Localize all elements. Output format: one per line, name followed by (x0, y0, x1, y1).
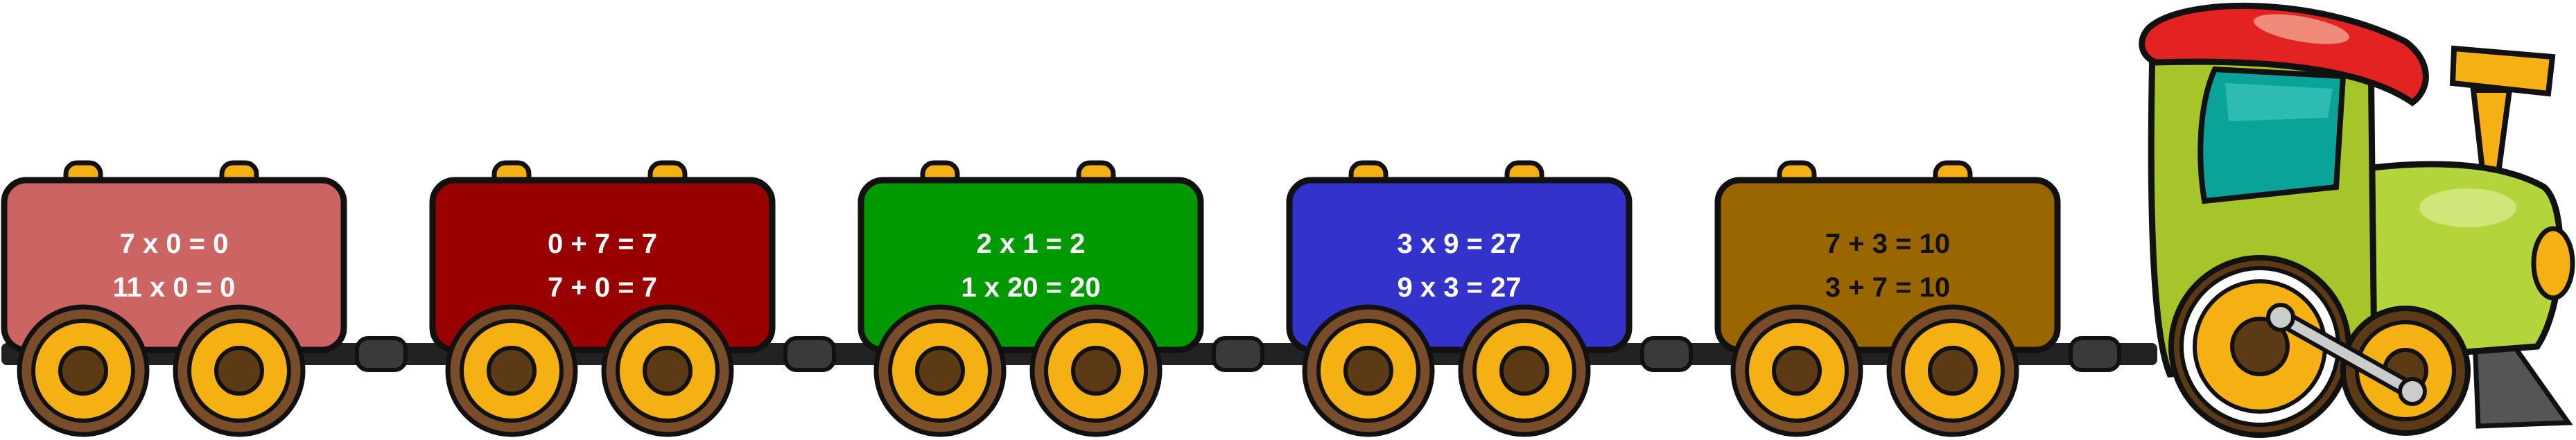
coupler (2069, 336, 2121, 372)
wheel-icon (601, 304, 734, 437)
wheel-icon (1458, 304, 1591, 437)
wheel-icon (1029, 304, 1163, 437)
wheel-icon (445, 304, 578, 437)
locomotive (2139, 2, 2575, 438)
coupler (783, 336, 836, 372)
wagons: 7 x 0 = 0 11 x 0 = 0 0 + 7 = 7 7 + 0 = 7 2 x… (1, 160, 2061, 437)
roof (2139, 2, 2429, 107)
wagon-equation-1: 7 + 3 = 10 (1825, 229, 1950, 259)
wagon-equation-1: 0 + 7 = 7 (548, 229, 657, 259)
wagon-equation-2: 1 x 20 = 20 (961, 272, 1100, 303)
chimney-cap (2449, 45, 2556, 97)
wagon-4: 3 x 9 = 27 9 x 3 = 27 (1286, 160, 1633, 437)
wagon-3: 2 x 1 = 2 1 x 20 = 20 (858, 160, 1204, 437)
locomotive-small-wheel (2340, 306, 2471, 436)
wagon-equation-1: 7 x 0 = 0 (120, 229, 229, 259)
wheel-icon (1302, 304, 1435, 437)
wagon-2: 0 + 7 = 7 7 + 0 = 7 (429, 160, 776, 437)
wheel-icon (873, 304, 1007, 437)
coupler (355, 336, 408, 372)
headlight-icon (2531, 226, 2575, 301)
wagon-5: 7 + 3 = 10 3 + 7 = 10 (1714, 160, 2061, 437)
wheel-icon (1886, 304, 2019, 437)
wheel-icon (1730, 304, 1863, 437)
wagon-equation-2: 7 + 0 = 7 (548, 272, 657, 303)
coupler (1640, 336, 1693, 372)
wagon-equation-1: 2 x 1 = 2 (977, 229, 1086, 259)
wheel-icon (173, 304, 306, 437)
wagon-equation-1: 3 x 9 = 27 (1397, 229, 1521, 259)
boiler-highlight (2419, 188, 2516, 227)
wagon-equation-2: 9 x 3 = 27 (1397, 272, 1521, 303)
wheel-icon (17, 304, 150, 437)
couplers (355, 336, 2121, 372)
locomotive-big-wheel (2168, 255, 2351, 438)
wagon-equation-2: 3 + 7 = 10 (1825, 272, 1950, 303)
wagon-1: 7 x 0 = 0 11 x 0 = 0 (1, 160, 347, 437)
roof-shine (2253, 14, 2350, 44)
wagon-equation-2: 11 x 0 = 0 (113, 272, 236, 303)
coupler (1212, 336, 1264, 372)
cab-window-shine (2225, 83, 2333, 121)
